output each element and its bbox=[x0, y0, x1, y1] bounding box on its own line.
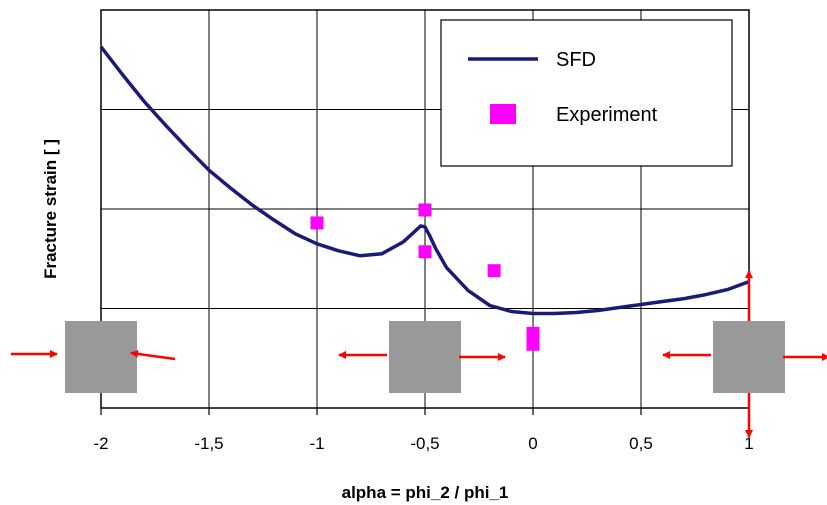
experiment-point bbox=[487, 264, 501, 278]
x-axis-title: alpha = phi_2 / phi_1 bbox=[342, 483, 509, 502]
stress-state-square bbox=[713, 321, 785, 393]
x-tick-label: -1,5 bbox=[194, 434, 223, 453]
x-tick-label: -2 bbox=[93, 434, 108, 453]
legend-box bbox=[440, 19, 733, 167]
plot-area-border bbox=[100, 9, 750, 409]
load-arrow bbox=[130, 349, 176, 361]
experiment-point bbox=[526, 337, 540, 351]
x-tick-label: 0,5 bbox=[629, 434, 653, 453]
legend-marker-experiment bbox=[490, 104, 516, 124]
x-tick-label: 1 bbox=[744, 434, 753, 453]
experiment-point bbox=[526, 326, 540, 340]
stress-state-square bbox=[389, 321, 461, 393]
experiment-point bbox=[310, 216, 324, 230]
x-tick-label: -0,5 bbox=[410, 434, 439, 453]
legend: SFD Experiment bbox=[440, 19, 733, 167]
stress-state-square bbox=[65, 321, 137, 393]
sfd-line bbox=[99, 45, 750, 316]
x-tick-label: -1 bbox=[309, 434, 324, 453]
x-tick-label: 0 bbox=[528, 434, 537, 453]
series-layer bbox=[99, 45, 750, 351]
y-axis-title: Fracture strain [ ] bbox=[41, 139, 60, 279]
experiment-point bbox=[418, 203, 432, 217]
legend-label-sfd: SFD bbox=[556, 49, 596, 71]
x-tick-labels: -2 -1,5 -1 -0,5 0 0,5 1 bbox=[93, 434, 753, 453]
stress-state-icons bbox=[11, 270, 827, 438]
experiment-point bbox=[418, 245, 432, 259]
legend-label-experiment: Experiment bbox=[556, 104, 658, 126]
